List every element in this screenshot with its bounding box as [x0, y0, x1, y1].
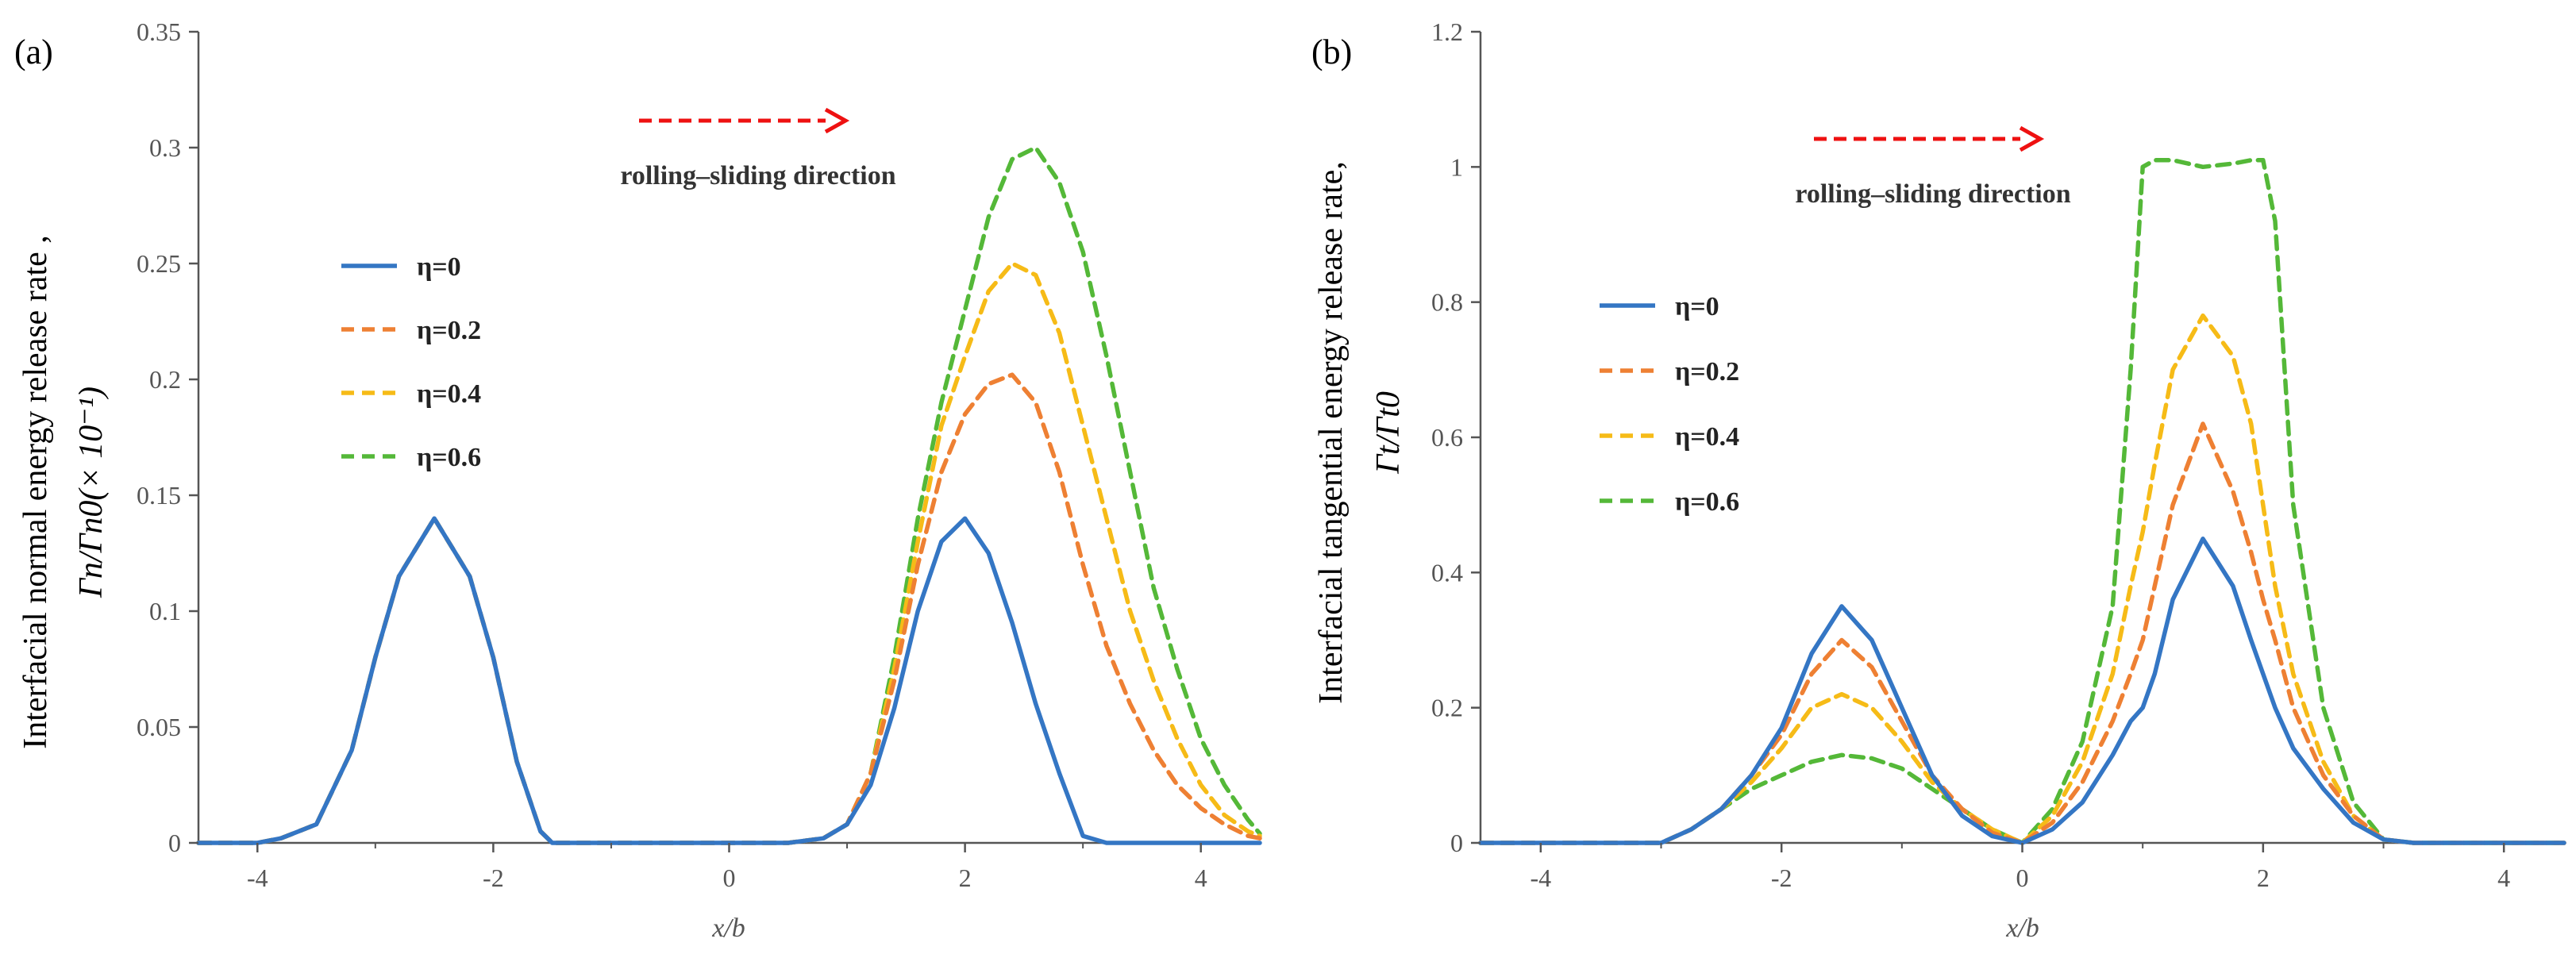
legend-label: η=0.2: [417, 316, 481, 345]
panel-b-ylabel-line1: Interfacial tangential energy release ra…: [1313, 161, 1350, 704]
series-line-0-4: [196, 261, 1262, 845]
x-tick-label: -4: [1531, 864, 1552, 892]
panel-b-series: [1478, 158, 2566, 845]
direction-arrow-head-icon: [824, 107, 850, 134]
series-line-0: [196, 516, 1262, 845]
y-tick-label: 0.4: [1431, 558, 1463, 587]
panel-b-ticks: -4 -2 0 2 4 0 0.2 0.4 0.6 0.8 1 1.2: [1431, 17, 2510, 892]
x-tick-label: 4: [2497, 864, 2510, 892]
y-tick-label: 1.2: [1431, 17, 1463, 46]
panel-b-legend: η=0 η=0.2 η=0.4 η=0.6: [1600, 292, 1739, 517]
panel-a-annotation-text: rolling–sliding direction: [620, 161, 895, 190]
legend-label: η=0: [1675, 292, 1719, 321]
legend-label: η=0.4: [417, 379, 481, 409]
panel-b-ylabel-line2: Γt/Γt0: [1370, 391, 1407, 475]
y-tick-label: 0.05: [137, 713, 181, 741]
y-tick-label: 0: [168, 829, 181, 857]
y-tick-label: 0.2: [149, 365, 181, 394]
panel-a-xlabel: x/b: [711, 914, 745, 943]
x-tick-label: -4: [247, 864, 268, 892]
y-tick-label: 0.3: [149, 133, 181, 162]
series-line-0-2: [1478, 421, 2566, 845]
panel-a-ylabel-line2: Γn/Γn0(× 10⁻¹): [73, 387, 110, 598]
y-tick-label: 0.25: [137, 249, 181, 278]
legend-label: η=0.6: [417, 443, 481, 472]
legend-label: η=0.2: [1675, 357, 1739, 387]
x-tick-label: -2: [1771, 864, 1792, 892]
y-tick-label: 0.6: [1431, 423, 1463, 452]
y-tick-label: 0.35: [137, 17, 181, 46]
series-line-0: [1478, 537, 2566, 845]
legend-label: η=0.6: [1675, 487, 1739, 517]
x-tick-label: -2: [483, 864, 504, 892]
panel-a-annotation: rolling–sliding direction: [620, 107, 896, 190]
panel-a: (a) -4 -2 0 2 4 0 0.05 0.1 0.15 0.2 0.25 0.3 0.35 In…: [14, 17, 1262, 943]
series-line-0-2: [196, 372, 1262, 845]
x-tick-label: 2: [2257, 864, 2270, 892]
panel-a-ticks: -4 -2 0 2 4 0 0.05 0.1 0.15 0.2 0.25 0.3 0.35: [137, 17, 1207, 892]
series-line-0-6: [1478, 158, 2566, 845]
legend-label: η=0.4: [1675, 422, 1739, 452]
y-tick-label: 1: [1450, 152, 1463, 181]
panel-b-annotation-text: rolling–sliding direction: [1795, 179, 2070, 209]
panel-a-ylabel-line1: Interfacial normal energy release rate ,: [17, 235, 54, 749]
panel-b-xlabel: x/b: [2005, 914, 2039, 943]
y-tick-label: 0.15: [137, 481, 181, 510]
y-tick-label: 0.8: [1431, 288, 1463, 317]
direction-arrow-head-icon: [2019, 125, 2045, 152]
x-tick-label: 4: [1195, 864, 1207, 892]
series-line-0-4: [1478, 313, 2566, 845]
panel-a-series: [196, 145, 1262, 845]
y-tick-label: 0.1: [149, 597, 181, 625]
x-tick-label: 0: [723, 864, 736, 892]
y-tick-label: 0: [1450, 829, 1463, 857]
legend-label: η=0: [417, 252, 461, 282]
y-tick-label: 0.2: [1431, 694, 1463, 722]
panel-a-label: (a): [14, 33, 53, 71]
panel-b-annotation: rolling–sliding direction: [1795, 125, 2071, 209]
x-tick-label: 0: [2016, 864, 2029, 892]
panel-b: (b) -4 -2 0 2 4 0 0.2 0.4 0.6 0.8 1 1.2 Interfacial…: [1311, 17, 2566, 943]
panel-b-label: (b): [1311, 33, 1352, 71]
x-tick-label: 2: [959, 864, 972, 892]
panel-a-legend: η=0 η=0.2 η=0.4 η=0.6: [341, 252, 481, 472]
